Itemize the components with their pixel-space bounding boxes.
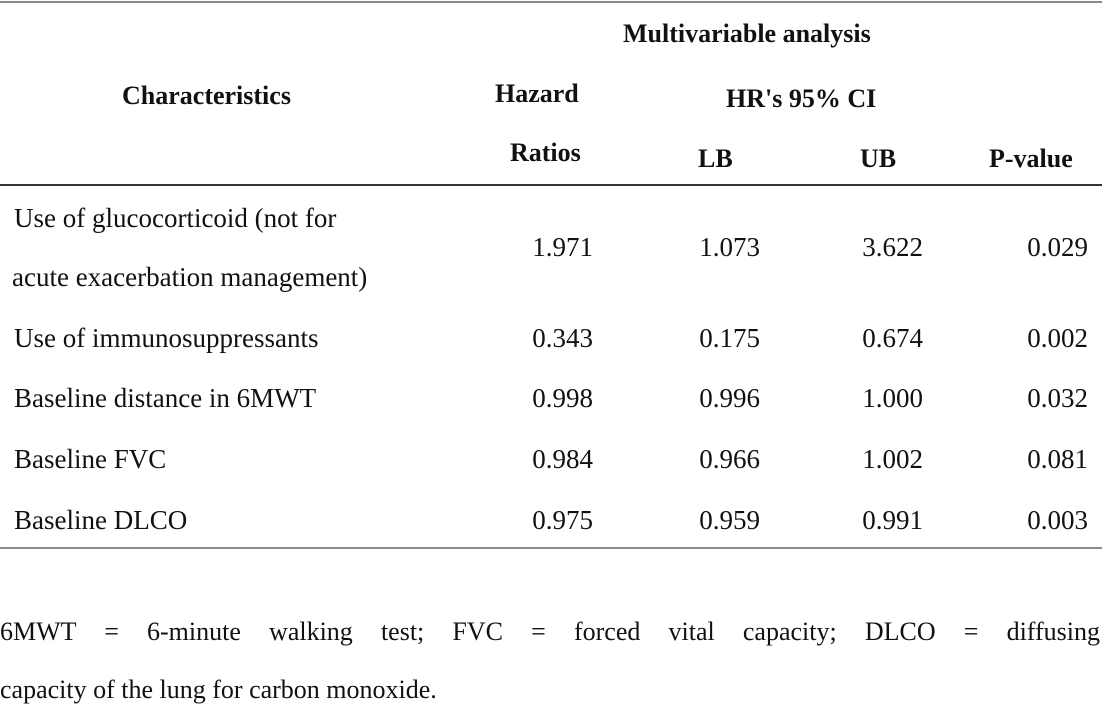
hazard-ratio-cell: 1.971 [532,232,593,262]
footnote-line2: capacity of the lung for carbon monoxide… [0,675,437,704]
p-value-cell: 0.003 [1027,505,1088,535]
upper-bound-cell: 1.000 [862,383,923,413]
header-hazard-line1: Hazard [495,79,579,108]
row-label: Use of glucocorticoid (not for [14,203,337,233]
header-ub: UB [860,144,897,173]
lower-bound-cell: 0.996 [699,383,760,413]
footnote-line1: 6MWT = 6-minute walking test; FVC = forc… [0,617,1100,646]
p-value-cell: 0.029 [1027,232,1088,262]
header-hazard-line2: Ratios [510,138,581,167]
row-label: Baseline FVC [14,444,167,474]
row-label: Baseline DLCO [14,505,188,535]
hazard-ratio-cell: 0.975 [532,505,593,535]
header-pvalue: P-value [989,144,1073,173]
upper-bound-cell: 0.991 [862,505,923,535]
lower-bound-cell: 0.959 [699,505,760,535]
row-label: Use of immunosuppressants [14,323,319,353]
header-ci-group: HR's 95% CI [726,84,877,113]
hazard-ratio-cell: 0.998 [532,383,593,413]
upper-bound-cell: 0.674 [862,323,923,353]
table-top-rule [0,1,1102,3]
row-label: Baseline distance in 6MWT [14,383,317,413]
header-group-title: Multivariable analysis [623,19,871,48]
upper-bound-cell: 1.002 [862,444,923,474]
header-characteristics: Characteristics [122,81,291,110]
p-value-cell: 0.002 [1027,323,1088,353]
hazard-ratio-cell: 0.984 [532,444,593,474]
row-label-continued: acute exacerbation management) [12,262,368,292]
lower-bound-cell: 0.175 [699,323,760,353]
hazard-ratio-cell: 0.343 [532,323,593,353]
p-value-cell: 0.032 [1027,383,1088,413]
lower-bound-cell: 0.966 [699,444,760,474]
p-value-cell: 0.081 [1027,444,1088,474]
table-bottom-rule [0,547,1102,549]
header-lb: LB [698,144,733,173]
table-header-rule [0,184,1102,186]
upper-bound-cell: 3.622 [862,232,923,262]
lower-bound-cell: 1.073 [699,232,760,262]
